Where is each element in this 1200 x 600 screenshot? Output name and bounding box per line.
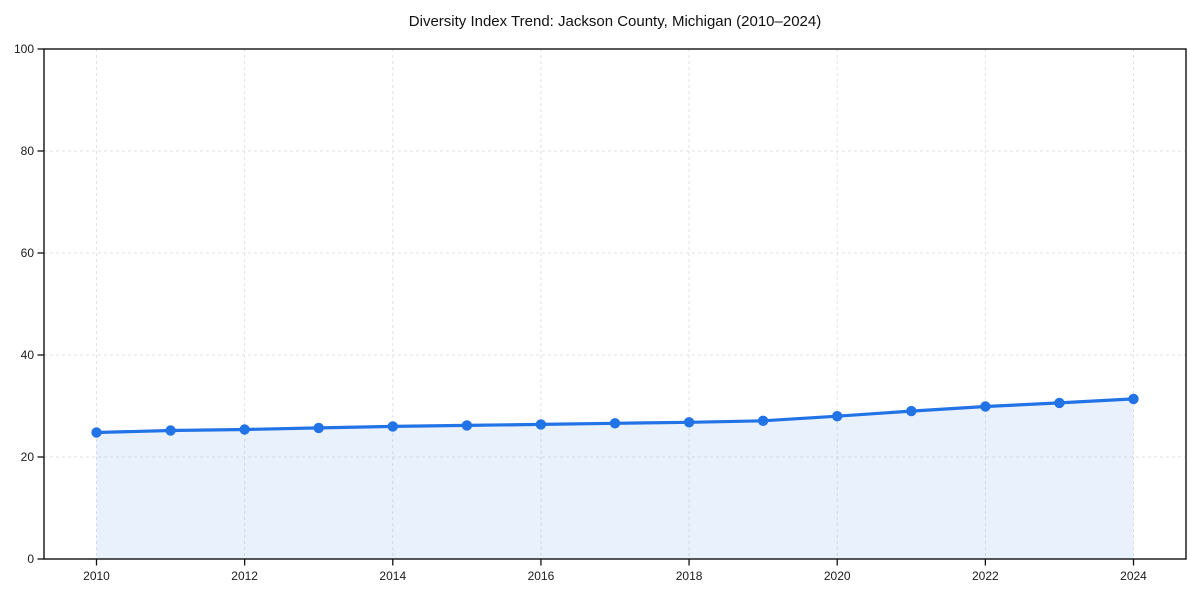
chart-title: Diversity Index Trend: Jackson County, M… (408, 13, 822, 30)
y-tick-label: 20 (21, 450, 35, 464)
y-tick-label: 100 (14, 42, 34, 56)
x-tick-label: 2014 (379, 569, 406, 583)
data-point (387, 421, 398, 432)
y-tick-label: 0 (27, 552, 34, 566)
data-point (832, 411, 843, 422)
data-point (683, 417, 695, 428)
x-tick-label: 2010 (83, 569, 110, 583)
data-point (91, 427, 102, 438)
x-tick-label: 2024 (1120, 569, 1147, 583)
data-point (906, 405, 917, 417)
data-point (1128, 393, 1139, 405)
x-tick-label: 2020 (824, 569, 851, 583)
area-fill (96, 398, 1134, 559)
data-point (1054, 397, 1065, 409)
data-point (461, 420, 473, 431)
data-point (165, 425, 176, 436)
x-tick-label: 2022 (972, 569, 999, 583)
y-tick-label: 40 (21, 348, 35, 362)
data-point (980, 401, 991, 412)
data-point (239, 424, 250, 435)
x-tick-label: 2018 (676, 569, 703, 583)
x-tick-label: 2016 (528, 569, 555, 583)
x-tick-label: 2012 (231, 569, 258, 583)
y-tick-label: 80 (21, 144, 35, 158)
data-point (313, 422, 324, 434)
data-point (757, 415, 769, 426)
axis-ticks: 2010 2012 2014 2016 2018 2020 2022 2024 0 20 40 60 8… (14, 42, 1147, 583)
data-points (91, 393, 1139, 438)
y-tick-label: 60 (21, 246, 35, 260)
data-point (609, 418, 621, 429)
plot-border (43, 48, 1187, 560)
data-point (535, 419, 547, 430)
